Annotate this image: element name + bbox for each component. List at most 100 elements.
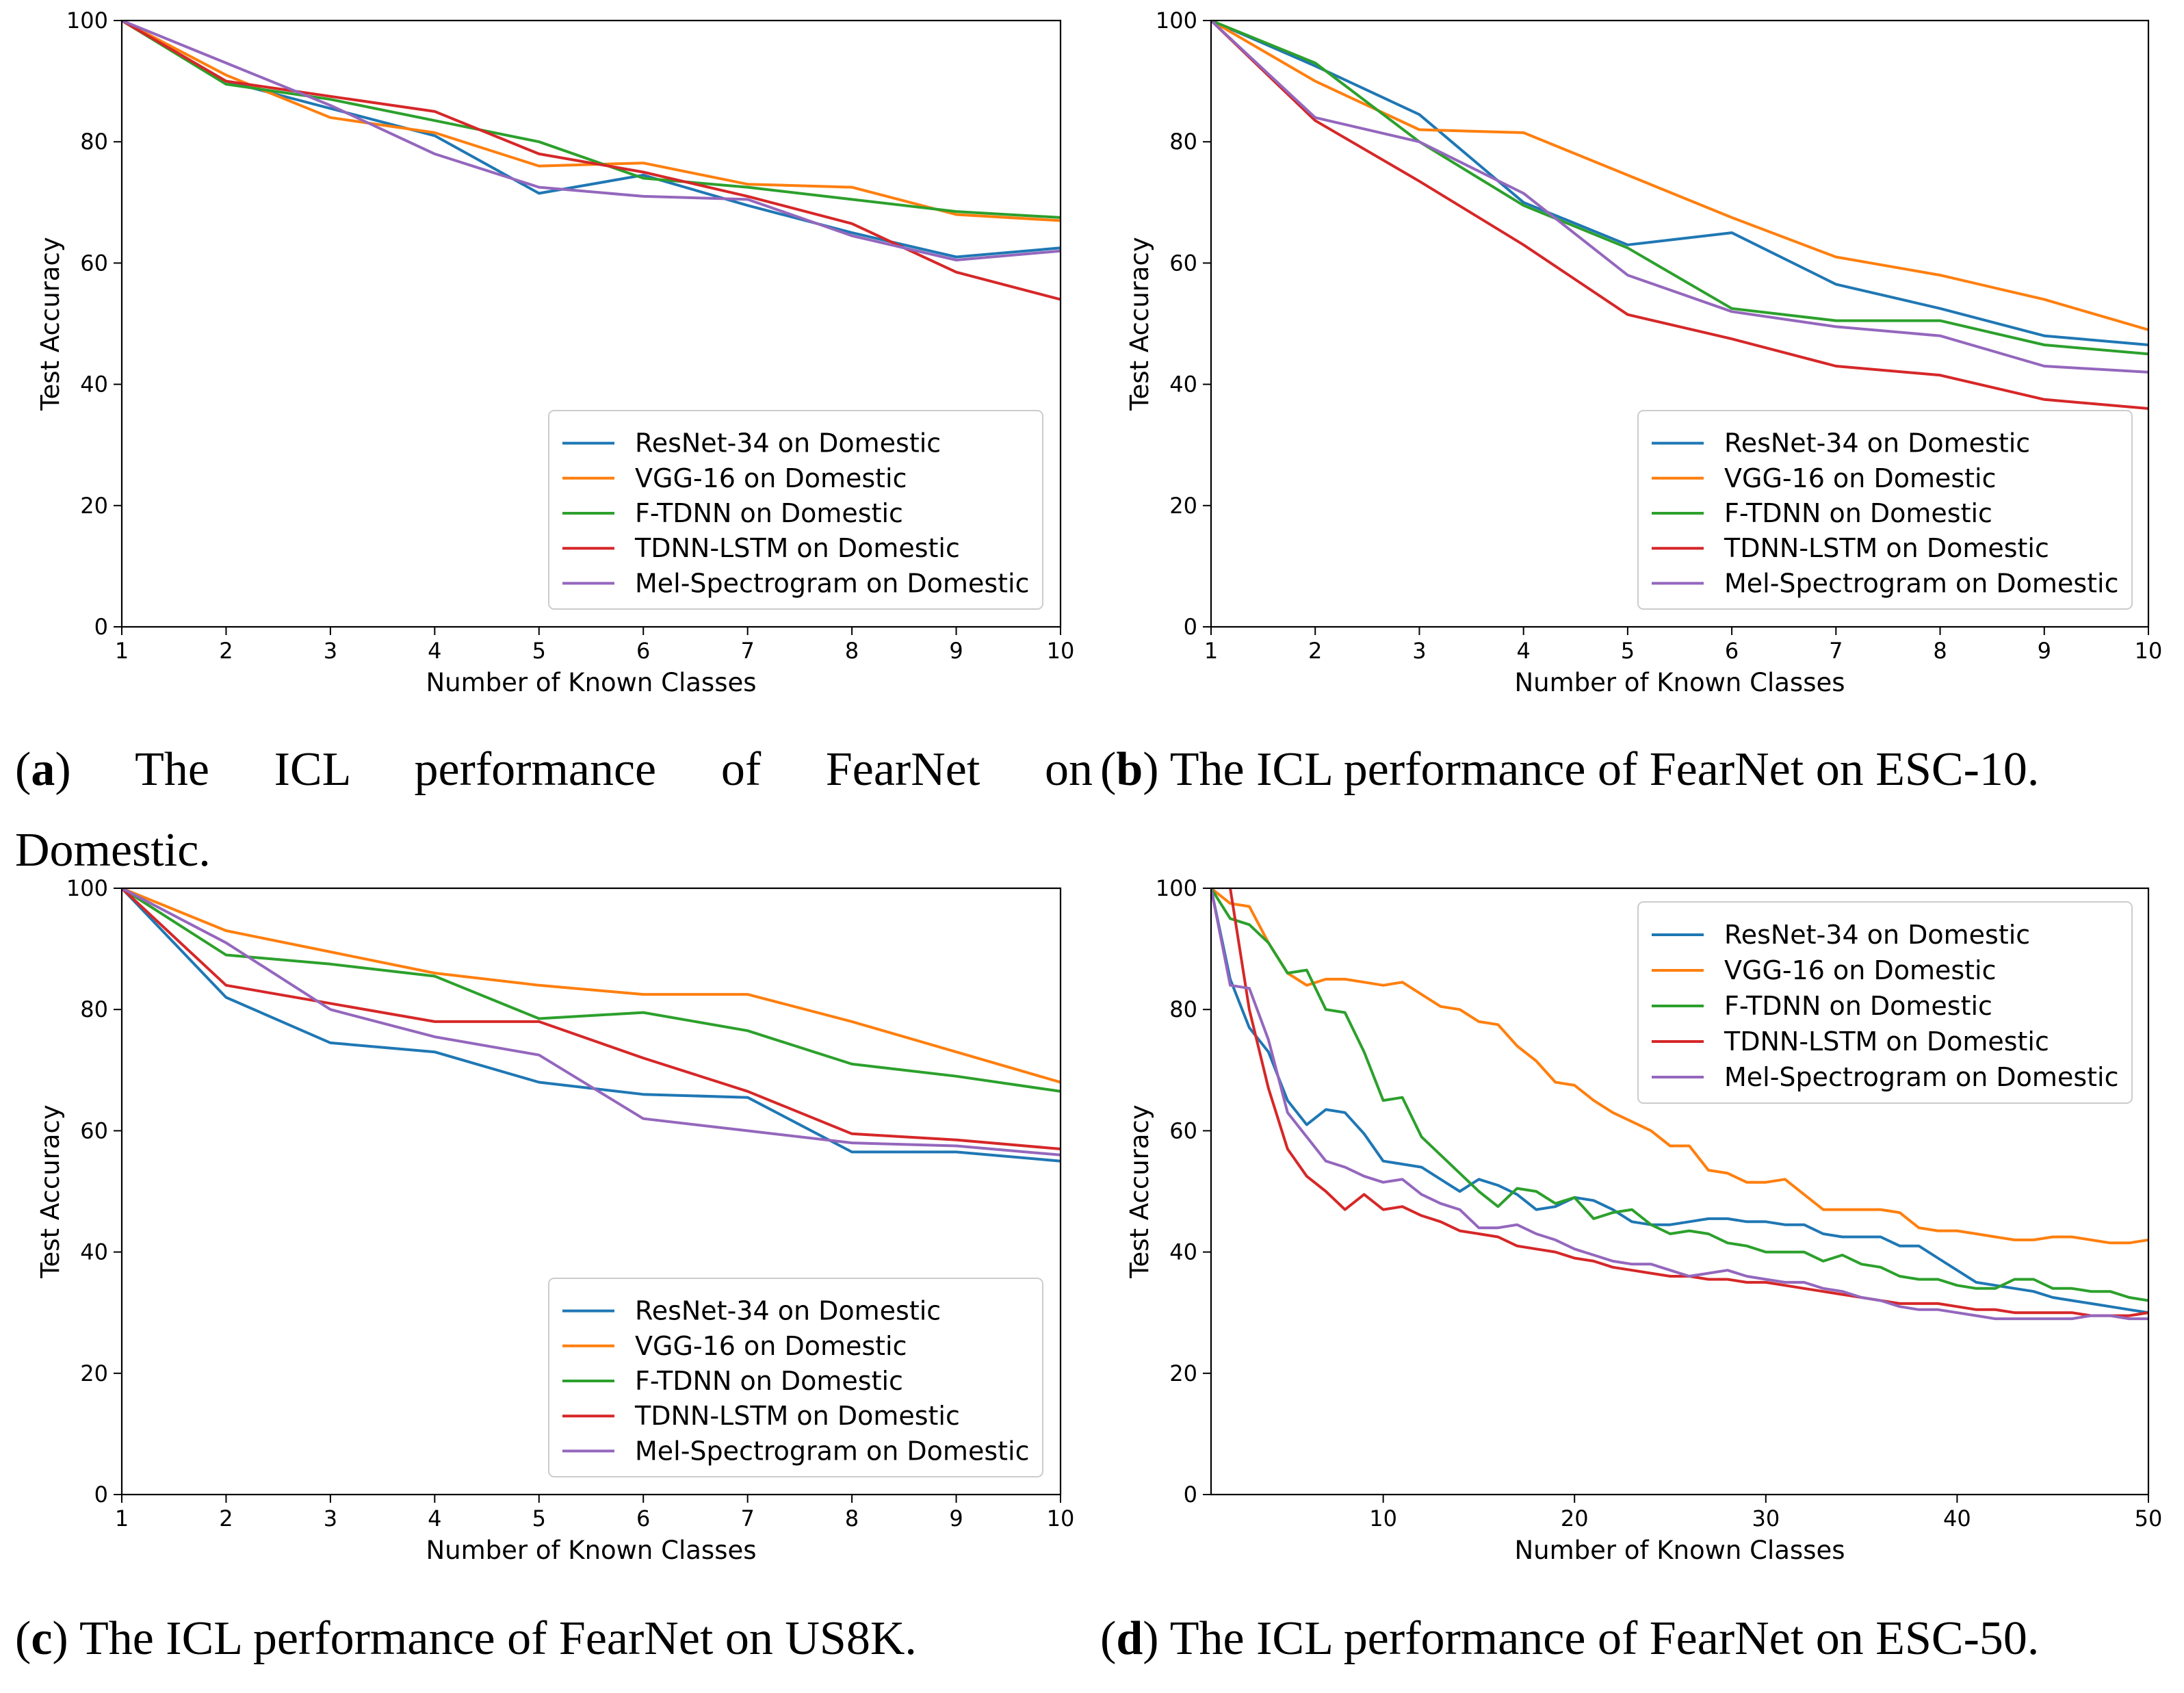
x-tick-label: 10 <box>1369 1505 1397 1532</box>
y-tick-label: 60 <box>80 1117 108 1143</box>
x-tick-label: 7 <box>740 638 754 664</box>
legend-label: ResNet-34 on Domestic <box>635 1296 941 1326</box>
caption-b: (b) The ICL performance of FearNet on ES… <box>1100 743 2040 796</box>
x-tick-label: 1 <box>115 638 129 664</box>
legend-label: F-TDNN on Domestic <box>635 1366 903 1396</box>
series-line-resnet <box>122 888 1061 1163</box>
plot-frame <box>120 19 1062 628</box>
y-tick-label: 100 <box>66 875 108 901</box>
y-tick-label: 80 <box>1169 996 1197 1022</box>
legend-label: Mel-Spectrogram on Domestic <box>1724 568 2118 598</box>
x-tick-label: 2 <box>1308 638 1322 664</box>
y-axis-label: Test Accuracy <box>1125 237 1154 411</box>
legend-box <box>548 1278 1043 1477</box>
legend-label: ResNet-34 on Domestic <box>635 428 941 458</box>
y-tick-label: 20 <box>80 1360 108 1386</box>
x-axis-label: Number of Known Classes <box>426 1536 756 1565</box>
y-tick-label: 0 <box>94 1482 108 1508</box>
x-axis-label: Number of Known Classes <box>1514 668 1845 697</box>
legend: ResNet-34 on Domestic VGG-16 on Domestic F… <box>548 410 1043 610</box>
y-tick-label: 20 <box>1169 1360 1197 1386</box>
series-line-resnet <box>122 21 1061 259</box>
series-line-tdnn_lstm <box>1211 21 2148 411</box>
series-line-resnet <box>1211 888 2148 1315</box>
series-line-ftdnn <box>1211 21 2148 356</box>
x-tick-label: 8 <box>845 1505 859 1532</box>
x-tick-label: 20 <box>1561 1505 1589 1532</box>
x-tick-label: 9 <box>2038 638 2051 664</box>
legend-label: VGG-16 on Domestic <box>635 1331 907 1361</box>
x-tick-label: 6 <box>1725 638 1739 664</box>
x-tick-label: 4 <box>428 638 441 664</box>
x-tick-label: 9 <box>949 1505 963 1532</box>
y-tick-label: 0 <box>1184 614 1197 640</box>
series-line-ftdnn <box>122 888 1061 1093</box>
y-tick-label: 80 <box>80 996 108 1022</box>
legend-label: F-TDNN on Domestic <box>635 498 903 528</box>
y-axis-label: Test Accuracy <box>36 1104 65 1279</box>
x-tick-label: 30 <box>1752 1505 1780 1532</box>
x-tick-label: 40 <box>1943 1505 1971 1532</box>
x-tick-label: 8 <box>845 638 859 664</box>
caption-a-continued: Domestic. <box>15 824 211 877</box>
legend: ResNet-34 on Domestic VGG-16 on Domestic F… <box>1637 410 2133 610</box>
x-tick-label: 1 <box>1204 638 1218 664</box>
series-line-tdnn_lstm <box>1228 888 2148 1317</box>
x-tick-label: 4 <box>1516 638 1530 664</box>
legend-label: Mel-Spectrogram on Domestic <box>635 568 1029 598</box>
legend-label: VGG-16 on Domestic <box>635 463 907 493</box>
series-line-vgg <box>122 888 1061 1084</box>
legend-label: Mel-Spectrogram on Domestic <box>1724 1062 2118 1092</box>
legend-label: F-TDNN on Domestic <box>1724 991 1992 1021</box>
y-tick-label: 60 <box>80 250 108 276</box>
series-lines <box>122 888 1061 1163</box>
y-tick-label: 60 <box>1169 250 1197 276</box>
series-line-resnet <box>1211 21 2148 347</box>
legend-label: VGG-16 on Domestic <box>1724 463 1997 493</box>
y-axis-label: Test Accuracy <box>1125 1104 1154 1279</box>
x-tick-label: 5 <box>1621 638 1635 664</box>
series-line-ftdnn <box>122 21 1061 219</box>
legend-label: Mel-Spectrogram on Domestic <box>635 1436 1029 1466</box>
y-tick-label: 0 <box>1184 1482 1197 1508</box>
x-tick-label: 50 <box>2135 1505 2163 1532</box>
x-tick-label: 1 <box>115 1505 129 1532</box>
x-tick-label: 5 <box>532 638 546 664</box>
y-tick-label: 80 <box>1169 129 1197 155</box>
caption-a: (a) The ICL performance of FearNet on <box>15 743 1093 796</box>
legend-label: TDNN-LSTM on Domestic <box>634 533 960 563</box>
legend: ResNet-34 on Domestic VGG-16 on Domestic F… <box>548 1278 1043 1477</box>
legend-box <box>1637 410 2133 610</box>
legend-label: ResNet-34 on Domestic <box>1724 428 2030 458</box>
legend-box <box>548 410 1043 610</box>
series-line-vgg <box>122 21 1061 222</box>
y-tick-label: 40 <box>1169 372 1197 398</box>
legend-label: ResNet-34 on Domestic <box>1724 920 2030 950</box>
series-line-mel <box>1211 888 2148 1321</box>
x-tick-label: 3 <box>324 638 337 664</box>
x-tick-label: 6 <box>636 1505 650 1532</box>
series-lines <box>1211 21 2148 411</box>
x-tick-label: 8 <box>1933 638 1947 664</box>
x-tick-label: 9 <box>949 638 963 664</box>
x-tick-label: 10 <box>2135 638 2163 664</box>
y-axis-label: Test Accuracy <box>36 237 65 411</box>
legend-label: F-TDNN on Domestic <box>1724 498 1992 528</box>
x-tick-label: 2 <box>219 1505 233 1532</box>
x-tick-label: 4 <box>428 1505 441 1532</box>
series-line-vgg <box>1211 888 2148 1245</box>
y-tick-label: 40 <box>1169 1239 1197 1265</box>
legend-label: TDNN-LSTM on Domestic <box>1724 1026 2049 1057</box>
caption-d: (d) The ICL performance of FearNet on ES… <box>1100 1612 2040 1665</box>
x-tick-label: 10 <box>1047 638 1075 664</box>
y-tick-label: 40 <box>80 1239 108 1265</box>
plot-frame <box>1210 19 2150 628</box>
chart-d: 10 20 30 40 50 0 20 40 60 80 100 Number of Known Cl… <box>1125 875 2163 1565</box>
x-tick-label: 10 <box>1047 1505 1075 1532</box>
y-tick-label: 100 <box>66 8 108 34</box>
x-axis-label: Number of Known Classes <box>426 668 756 697</box>
plot-frame <box>1210 887 2150 1496</box>
